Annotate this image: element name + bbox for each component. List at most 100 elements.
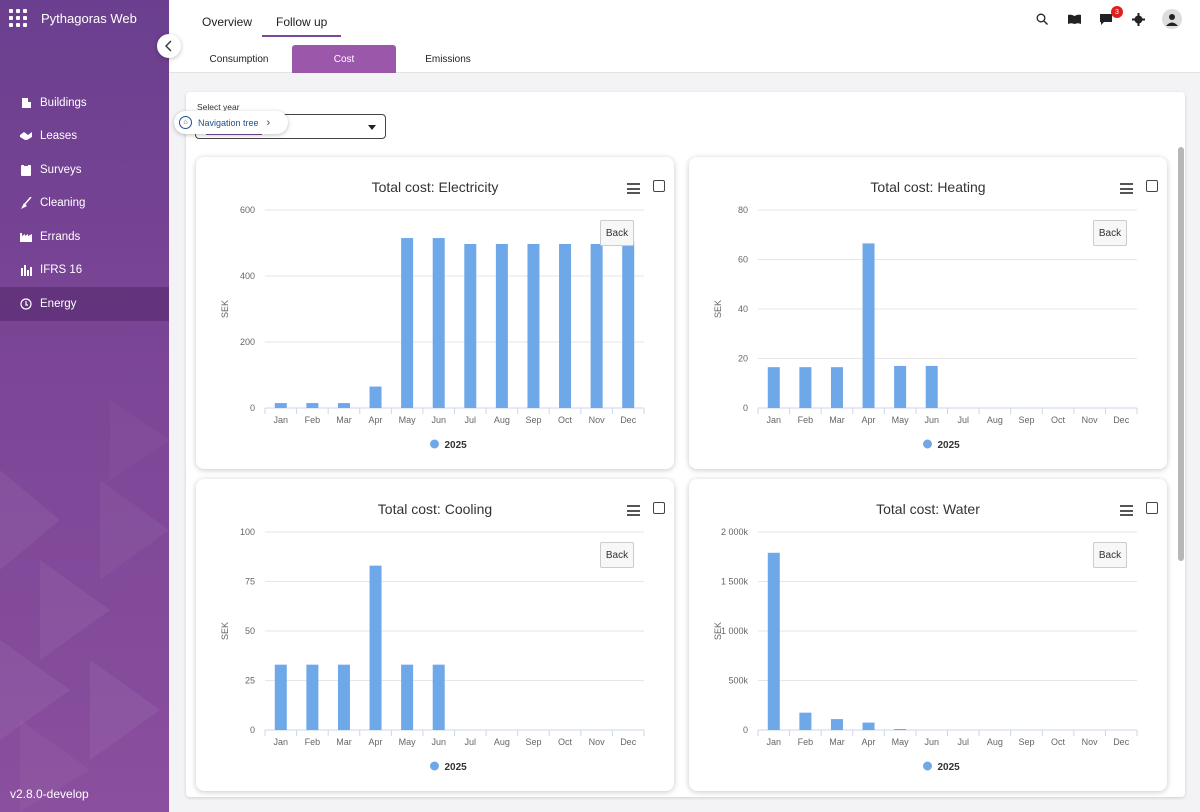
menu-icon[interactable] bbox=[627, 505, 640, 516]
sidebar-item-buildings[interactable]: Buildings bbox=[0, 86, 169, 120]
broom-icon bbox=[20, 197, 32, 210]
sidebar-item-label: Leases bbox=[40, 130, 78, 143]
y-axis-title: SEK bbox=[220, 300, 230, 318]
y-tick-label: 0 bbox=[743, 725, 748, 735]
tab-follow-up[interactable]: Follow up bbox=[261, 15, 342, 37]
menu-icon[interactable] bbox=[1120, 505, 1133, 516]
y-tick-label: 0 bbox=[250, 725, 255, 735]
chat-icon[interactable]: 3 bbox=[1098, 6, 1123, 27]
x-tick-label: Mar bbox=[336, 415, 352, 425]
menu-icon[interactable] bbox=[1120, 183, 1133, 194]
bar bbox=[894, 729, 907, 730]
select-chart-checkbox[interactable] bbox=[653, 502, 665, 514]
avatar[interactable] bbox=[1162, 9, 1182, 29]
bar bbox=[432, 238, 445, 408]
book-icon[interactable] bbox=[1066, 11, 1082, 27]
back-button[interactable]: Back bbox=[600, 542, 634, 568]
scrollbar[interactable] bbox=[1178, 147, 1184, 561]
sidebar: Pythagoras Web Buildings Leases Surveys … bbox=[0, 0, 169, 812]
navigation-tree-button[interactable]: ⌂ Navigation tree › bbox=[174, 111, 288, 134]
chart-water: 0 500k 1 000k 1 500k 2 000k SEK Jan Feb Mar Apr Ma… bbox=[713, 527, 1138, 773]
app-name: Pythagoras Web bbox=[41, 10, 137, 26]
y-tick-label: 600 bbox=[240, 205, 255, 215]
tree-icon: ⌂ bbox=[179, 116, 192, 129]
chart-title: Total cost: Cooling bbox=[377, 501, 493, 517]
brand[interactable]: Pythagoras Web bbox=[9, 9, 137, 27]
tab-emissions[interactable]: Emissions bbox=[425, 53, 471, 65]
x-tick-label: Nov bbox=[1082, 415, 1099, 425]
tab-overview[interactable]: Overview bbox=[202, 15, 253, 29]
x-tick-label: Nov bbox=[589, 415, 606, 425]
x-tick-label: May bbox=[892, 415, 910, 425]
x-tick-label: Jul bbox=[465, 737, 477, 747]
x-tick-label: Oct bbox=[558, 415, 573, 425]
x-tick-label: Apr bbox=[862, 415, 876, 425]
menu-icon[interactable] bbox=[627, 183, 640, 194]
sidebar-item-leases[interactable]: Leases bbox=[0, 120, 169, 154]
search-icon[interactable] bbox=[1034, 11, 1050, 27]
select-value-indicator bbox=[206, 133, 262, 135]
top-icons: 3 bbox=[1034, 6, 1182, 29]
bar bbox=[767, 367, 780, 408]
building-icon bbox=[20, 97, 32, 109]
bar bbox=[432, 664, 445, 730]
sidebar-item-label: Cleaning bbox=[40, 197, 86, 210]
chart-title: Total cost: Heating bbox=[870, 179, 986, 195]
x-tick-label: Mar bbox=[829, 415, 845, 425]
bar bbox=[862, 722, 875, 730]
x-tick-label: Mar bbox=[829, 737, 845, 747]
bar bbox=[830, 719, 843, 730]
x-tick-label: Sep bbox=[1018, 737, 1034, 747]
bar bbox=[274, 664, 287, 730]
legend-label: 2025 bbox=[445, 762, 468, 773]
collapse-sidebar-button[interactable] bbox=[157, 34, 181, 58]
notification-badge: 3 bbox=[1111, 6, 1123, 18]
bar bbox=[799, 712, 812, 730]
tab-consumption[interactable]: Consumption bbox=[209, 53, 269, 65]
y-tick-label: 100 bbox=[240, 527, 255, 537]
chart-card-water: 0 500k 1 000k 1 500k 2 000k SEK Jan Feb Mar Apr Ma… bbox=[689, 479, 1167, 791]
legend-label: 2025 bbox=[445, 440, 468, 451]
y-tick-label: 1 000k bbox=[721, 626, 749, 636]
select-chart-checkbox[interactable] bbox=[1146, 180, 1158, 192]
x-tick-label: Aug bbox=[987, 415, 1003, 425]
sidebar-item-surveys[interactable]: Surveys bbox=[0, 153, 169, 187]
bar bbox=[401, 664, 414, 730]
sidebar-item-errands[interactable]: Errands bbox=[0, 220, 169, 254]
factory-icon bbox=[20, 231, 32, 243]
tab-cost[interactable]: Cost bbox=[292, 45, 396, 73]
legend-label: 2025 bbox=[938, 762, 961, 773]
sidebar-item-cleaning[interactable]: Cleaning bbox=[0, 187, 169, 221]
x-tick-label: Apr bbox=[369, 737, 383, 747]
chevron-right-icon: › bbox=[266, 116, 271, 129]
back-button[interactable]: Back bbox=[600, 220, 634, 246]
apps-grid-icon[interactable] bbox=[9, 9, 27, 27]
sidebar-item-label: IFRS 16 bbox=[40, 264, 83, 277]
sidebar-item-energy[interactable]: Energy bbox=[0, 287, 169, 321]
legend-marker bbox=[430, 761, 439, 771]
chart-card-electricity: 0 200 400 600 SEK Jan Feb Mar Apr May Jun Jul Aug Sep… bbox=[196, 157, 674, 469]
x-tick-label: Jul bbox=[465, 415, 477, 425]
select-chart-checkbox[interactable] bbox=[1146, 502, 1158, 514]
back-button[interactable]: Back bbox=[1093, 542, 1127, 568]
chevron-left-icon bbox=[165, 40, 172, 52]
energy-icon bbox=[20, 298, 32, 310]
y-tick-label: 500k bbox=[728, 676, 748, 686]
back-button[interactable]: Back bbox=[1093, 220, 1127, 246]
gear-icon[interactable] bbox=[1130, 11, 1146, 27]
x-tick-label: Oct bbox=[558, 737, 573, 747]
bar bbox=[306, 664, 319, 730]
x-tick-label: Dec bbox=[1113, 415, 1130, 425]
sidebar-item-ifrs16[interactable]: IFRS 16 bbox=[0, 254, 169, 288]
bar bbox=[464, 243, 477, 408]
bar bbox=[306, 403, 319, 408]
select-chart-checkbox[interactable] bbox=[653, 180, 665, 192]
legend-marker bbox=[923, 439, 932, 449]
sidebar-nav: Buildings Leases Surveys Cleaning Errand… bbox=[0, 86, 169, 321]
y-tick-label: 80 bbox=[738, 205, 748, 215]
sidebar-item-label: Errands bbox=[40, 230, 81, 243]
y-tick-label: 40 bbox=[738, 304, 748, 314]
x-tick-label: Apr bbox=[369, 415, 383, 425]
chart-electricity: 0 200 400 600 SEK Jan Feb Mar Apr May Jun Jul Aug Sep… bbox=[220, 205, 645, 451]
x-tick-label: Jan bbox=[274, 415, 289, 425]
